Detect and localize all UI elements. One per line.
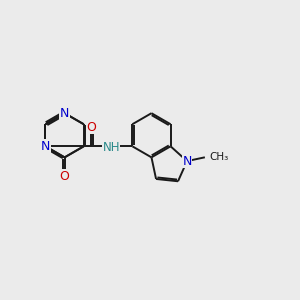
- Text: O: O: [86, 121, 96, 134]
- Text: N: N: [41, 140, 50, 153]
- Text: NH: NH: [102, 141, 120, 154]
- Text: N: N: [60, 107, 69, 120]
- Text: CH₃: CH₃: [209, 152, 229, 162]
- Text: O: O: [60, 170, 70, 183]
- Text: N: N: [182, 154, 192, 168]
